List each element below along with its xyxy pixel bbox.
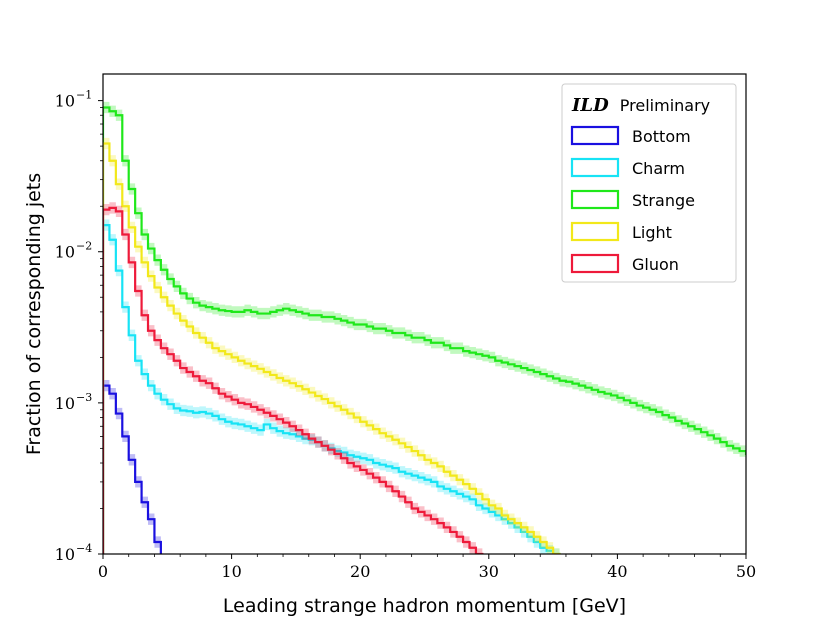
legend-swatch-gluon xyxy=(570,253,620,274)
plot-frame xyxy=(102,73,747,555)
legend-title: ILD Preliminary xyxy=(571,95,710,116)
x-tick-label: 40 xyxy=(607,562,627,581)
y-tick-exponent: −3 xyxy=(76,391,92,404)
y-axis-label: Fraction of corresponding jets xyxy=(23,173,45,455)
legend-swatch-charm xyxy=(570,157,620,178)
legend-label-bottom: Bottom xyxy=(632,127,691,146)
y-tick-exponent: −2 xyxy=(76,240,92,253)
series-light-line xyxy=(103,142,561,554)
legend-swatch-bottom xyxy=(570,125,620,146)
legend: ILD Preliminary Bottom Charm Strange Light G… xyxy=(561,83,737,283)
y-tick-label: 10 xyxy=(55,545,75,564)
series-layer xyxy=(103,101,746,554)
y-tick-label: 10 xyxy=(55,394,75,413)
legend-label-charm: Charm xyxy=(632,159,685,178)
x-tick-label: 0 xyxy=(98,562,108,581)
series-gluon-line xyxy=(103,206,484,554)
y-tick-label: 10 xyxy=(55,92,75,111)
legend-label-light: Light xyxy=(632,223,672,242)
x-tick-label: 30 xyxy=(479,562,499,581)
y-tick-exponent: −4 xyxy=(76,542,92,555)
series-bottom-line xyxy=(103,384,162,554)
legend-label-gluon: Gluon xyxy=(632,255,679,274)
legend-entries: Bottom Charm Strange Light Gluon xyxy=(570,125,695,274)
legend-label-strange: Strange xyxy=(632,191,695,210)
x-tick-label: 10 xyxy=(221,562,241,581)
x-tick-label: 50 xyxy=(736,562,756,581)
legend-swatch-strange xyxy=(570,189,620,210)
x-axis-label: Leading strange hadron momentum [GeV] xyxy=(223,595,626,617)
x-tick-label: 20 xyxy=(350,562,370,581)
legend-swatch-light xyxy=(570,221,620,242)
series-bottom-uncertainty xyxy=(103,379,161,548)
legend-title-experiment: ILD xyxy=(571,95,609,116)
series-strange-line xyxy=(103,106,746,554)
y-tick-label: 10 xyxy=(55,243,75,262)
y-tick-exponent: −1 xyxy=(76,89,92,102)
legend-title-suffix: Preliminary xyxy=(620,96,710,115)
legend-box xyxy=(561,83,737,283)
